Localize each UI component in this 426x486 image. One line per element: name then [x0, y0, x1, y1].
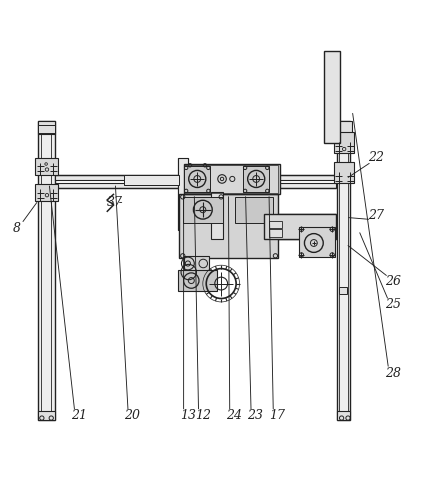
Bar	[55, 174, 336, 180]
Text: 20: 20	[124, 409, 140, 422]
Text: 37: 37	[107, 196, 123, 209]
Bar	[243, 166, 268, 192]
Text: 21: 21	[71, 409, 87, 422]
Text: 12: 12	[194, 409, 210, 422]
Bar	[183, 164, 279, 194]
Bar	[182, 197, 223, 223]
Text: 28: 28	[384, 367, 400, 380]
Bar	[337, 122, 349, 420]
Text: 23: 23	[247, 409, 263, 422]
Bar	[37, 122, 55, 134]
Text: 8: 8	[13, 222, 21, 235]
Bar	[55, 183, 336, 189]
Bar	[184, 165, 278, 193]
Text: 25: 25	[384, 298, 400, 312]
Bar	[298, 227, 334, 257]
Text: 17: 17	[269, 409, 285, 422]
Bar	[124, 174, 179, 185]
Text: 13: 13	[179, 409, 196, 422]
Bar	[334, 122, 351, 134]
Bar	[268, 229, 281, 237]
Text: 27: 27	[367, 209, 383, 222]
Bar	[338, 287, 346, 294]
Bar	[334, 132, 353, 153]
Bar	[37, 125, 55, 133]
Bar	[35, 184, 58, 201]
Text: 22: 22	[367, 151, 383, 164]
Bar	[263, 214, 336, 239]
Bar	[37, 122, 55, 420]
Bar	[334, 162, 353, 183]
Bar	[37, 411, 55, 420]
Bar	[183, 256, 209, 272]
Bar	[234, 197, 273, 223]
Bar	[184, 166, 210, 192]
Bar	[35, 157, 58, 174]
Text: 24: 24	[225, 409, 242, 422]
Bar	[179, 194, 277, 258]
Bar	[323, 51, 339, 143]
Bar	[178, 157, 187, 230]
Bar	[337, 411, 349, 420]
Text: 26: 26	[384, 275, 400, 288]
Bar	[268, 221, 281, 228]
Bar	[178, 270, 216, 291]
Bar	[211, 192, 223, 239]
